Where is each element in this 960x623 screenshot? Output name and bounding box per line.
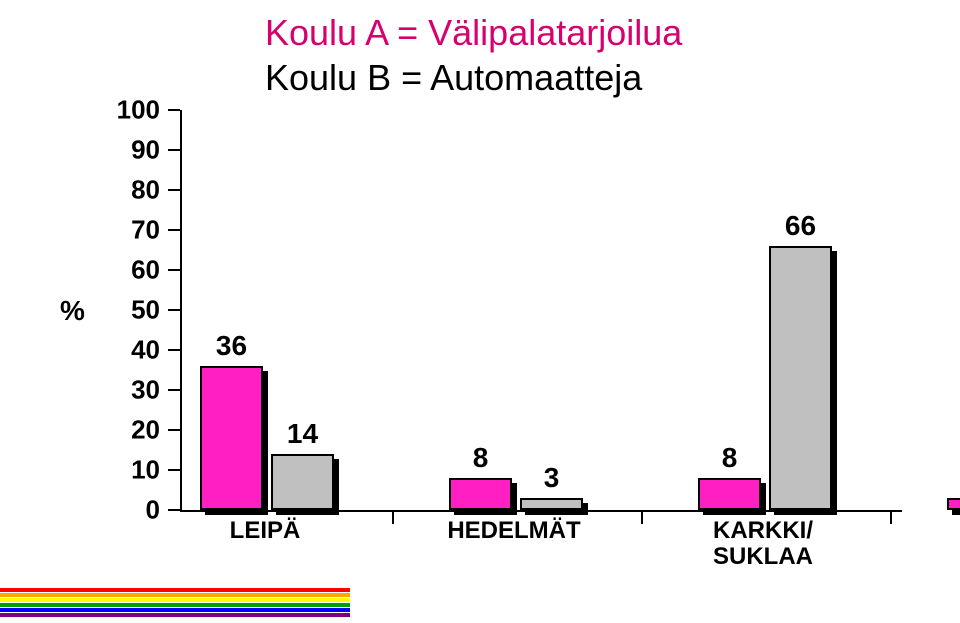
data-label: 8 bbox=[473, 442, 489, 474]
x-tick bbox=[392, 512, 394, 524]
x-category-label: LEIPÄ bbox=[185, 518, 345, 544]
y-tick bbox=[168, 469, 180, 471]
y-tick-label: 30 bbox=[102, 375, 160, 406]
y-tick-label: 50 bbox=[102, 295, 160, 326]
y-tick-label: 80 bbox=[102, 175, 160, 206]
title-line-b: Koulu B = Automaatteja bbox=[265, 55, 682, 100]
y-tick bbox=[168, 509, 180, 511]
footer-stripe bbox=[0, 608, 350, 612]
chart-title: Koulu A = Välipalatarjoilua Koulu B = Au… bbox=[265, 10, 682, 100]
footer-stripes bbox=[0, 587, 350, 617]
bar-series-b bbox=[520, 498, 583, 510]
bar-chart: % 0102030405060708090100361483866326 LEI… bbox=[60, 110, 920, 550]
y-tick-label: 100 bbox=[102, 95, 160, 126]
bar-series-a bbox=[449, 478, 512, 510]
data-label: 36 bbox=[216, 330, 247, 362]
bar-series-a bbox=[698, 478, 761, 510]
y-tick-label: 20 bbox=[102, 415, 160, 446]
y-tick-label: 90 bbox=[102, 135, 160, 166]
data-label: 14 bbox=[287, 418, 318, 450]
y-tick-label: 0 bbox=[102, 495, 160, 526]
footer-stripe bbox=[0, 593, 350, 597]
footer-stripe bbox=[0, 603, 350, 607]
y-tick bbox=[168, 309, 180, 311]
data-label: 3 bbox=[544, 462, 560, 494]
data-label: 8 bbox=[722, 442, 738, 474]
x-category-label: HEDELMÄT bbox=[434, 518, 594, 544]
footer-stripe bbox=[0, 613, 350, 617]
y-tick bbox=[168, 189, 180, 191]
y-tick bbox=[168, 229, 180, 231]
footer-stripe bbox=[0, 598, 350, 602]
bar-series-a bbox=[947, 498, 960, 510]
data-label: 66 bbox=[785, 210, 816, 242]
bar-series-b bbox=[271, 454, 334, 510]
y-tick bbox=[168, 269, 180, 271]
y-tick bbox=[168, 389, 180, 391]
footer-stripe bbox=[0, 588, 350, 592]
y-tick bbox=[168, 109, 180, 111]
y-tick bbox=[168, 149, 180, 151]
y-tick-label: 10 bbox=[102, 455, 160, 486]
x-category-label: KARKKI/ SUKLAA bbox=[683, 518, 843, 571]
plot-area: 0102030405060708090100361483866326 bbox=[180, 110, 902, 512]
y-tick bbox=[168, 349, 180, 351]
x-category-label: LIMUT bbox=[932, 518, 960, 544]
y-axis-label: % bbox=[60, 295, 85, 327]
bar-series-a bbox=[200, 366, 263, 510]
y-tick-label: 60 bbox=[102, 255, 160, 286]
title-line-a: Koulu A = Välipalatarjoilua bbox=[265, 10, 682, 55]
y-tick-label: 70 bbox=[102, 215, 160, 246]
y-tick bbox=[168, 429, 180, 431]
bar-series-b bbox=[769, 246, 832, 510]
x-tick bbox=[641, 512, 643, 524]
page: Koulu A = Välipalatarjoilua Koulu B = Au… bbox=[0, 0, 960, 623]
y-tick-label: 40 bbox=[102, 335, 160, 366]
x-tick bbox=[890, 512, 892, 524]
